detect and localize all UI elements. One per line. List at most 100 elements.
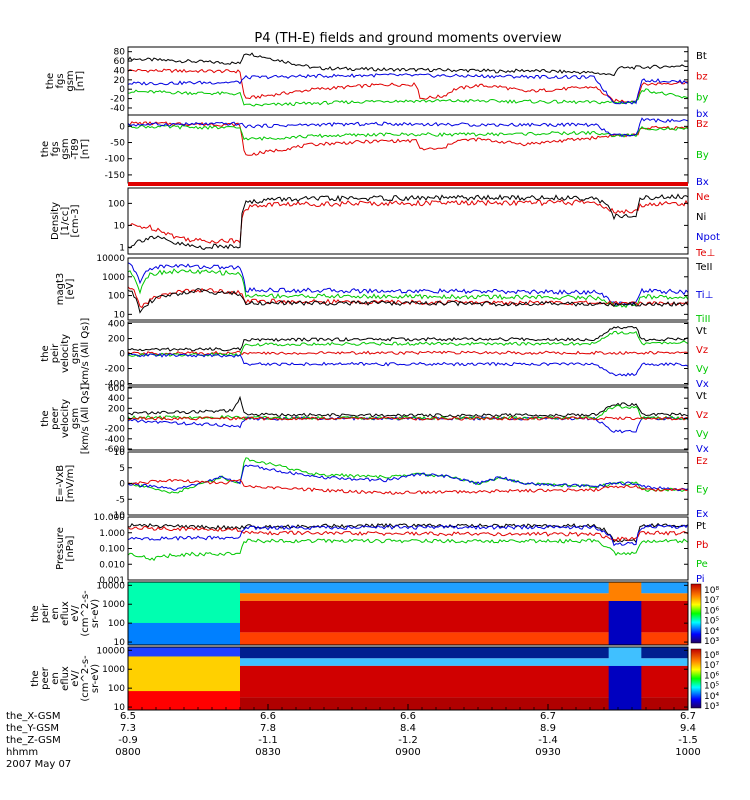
ylabel-line: the — [30, 605, 41, 621]
ephemeris-value: -1.4 — [538, 735, 558, 746]
spectro-region — [608, 665, 642, 710]
colorbar-label: 10⁵ — [704, 682, 719, 692]
panel-5: the peir velocity gsm [km/s (All Qs)] 400 200 0… — [40, 318, 709, 390]
ephemeris-value: -1.1 — [258, 735, 278, 746]
panel-ylabel: the peir velocity gsm [km/s (All Qs)] — [40, 318, 91, 390]
panel-frame — [127, 257, 689, 321]
ephemeris-value: -1.2 — [398, 735, 418, 746]
ytick-label: -20 — [110, 95, 125, 105]
ylabel-line: [eV] — [65, 279, 76, 300]
ytick-label: 0 — [119, 85, 125, 95]
yticks: 10 5 0 -5 -10 — [110, 448, 688, 521]
legend: Bt bz by bx — [696, 51, 708, 120]
ylabel-line: eflux — [60, 666, 71, 691]
panel-7: E=-VxB [mV/m] 10 5 0 -5 -10 Ez Ey Ex — [55, 448, 708, 521]
series-teii-line — [127, 287, 689, 314]
colorbar-label: 10⁷ — [704, 596, 719, 606]
ytick-label: -10 — [110, 511, 125, 521]
ytick-label: 0 — [119, 415, 125, 425]
panel-ylabel: Density [1/cc] [cm-3] — [50, 202, 81, 240]
colorbar-label: 10⁷ — [704, 661, 719, 671]
ylabel-line: en — [50, 672, 61, 685]
ylabel-line: peer — [50, 406, 61, 430]
ytick-label: 200 — [108, 335, 125, 345]
legend: Vt Vz Vy Vx — [696, 326, 709, 390]
panel-frame — [127, 581, 689, 646]
series-tiii-line — [127, 268, 689, 308]
series-ex-line — [127, 464, 689, 492]
ephemeris-value: 6.5 — [120, 711, 136, 722]
ylabel-line: gsm — [70, 408, 81, 429]
legend-vy: Vy — [696, 364, 709, 375]
legend-vt: Vt — [696, 326, 707, 337]
legend-vx: Vx — [696, 444, 709, 455]
spectro-region — [608, 582, 642, 601]
ylabel-line: [mV/m] — [65, 465, 76, 503]
panel-ylabel: the peir en eflux eV/(cm^2-s-sr-eV) — [30, 590, 101, 637]
ylabel-line: sr-eV) — [90, 599, 101, 628]
legend: Pt Pb Pe Pi — [696, 521, 708, 585]
ytick-label: 10 — [114, 310, 126, 320]
ylabel-line: peir — [50, 343, 61, 363]
legend-bz: Bz — [696, 119, 708, 130]
series-bz-line — [127, 121, 689, 156]
ylabel-line: the — [30, 670, 41, 686]
legend: Bz By Bx — [696, 119, 709, 188]
yticks: 10000 1000 100 10 — [96, 581, 688, 648]
ytick-label: -50 — [110, 139, 125, 149]
ytick-label: 100 — [108, 619, 125, 629]
legend: Ne Ni Npot Te⊥ — [695, 192, 720, 259]
legend-ey: Ey — [696, 485, 708, 496]
ephemeris-value: -0.9 — [118, 735, 138, 746]
ytick-label: 10000 — [96, 646, 125, 656]
ylabel-line: [1/cc] — [60, 207, 71, 236]
panel-10: the peer en eflux eV/(cm^2-s-sr-eV) 10⁸10⁷10⁶… — [30, 646, 719, 713]
ytick-label: -150 — [105, 171, 126, 181]
ylabel-line: Pressure — [55, 527, 66, 570]
ytick-label: -200 — [105, 425, 126, 435]
series-ez-line — [127, 478, 689, 495]
ytick-label: 100 — [108, 199, 125, 209]
ylabel-line: eV/ — [70, 670, 81, 687]
ylabel-line: eV/ — [70, 605, 81, 622]
ytick-label: 1000 — [102, 273, 125, 283]
ylabel-line: peir — [40, 603, 51, 623]
spectrogram — [128, 647, 688, 710]
figure-title: P4 (TH-E) fields and ground moments over… — [254, 31, 562, 46]
series-bz-line — [127, 68, 689, 104]
colorbar-label: 10⁸ — [704, 651, 719, 661]
yticks: 400 200 0 -200 -400 — [105, 320, 688, 390]
legend-bx: bx — [696, 109, 708, 120]
panel-ylabel: the peer velocity gsm [km/s (All Qs)] — [40, 383, 91, 455]
ylabel-line: velocity — [60, 334, 71, 373]
ytick-label: -40 — [110, 104, 125, 114]
ylabel-line: (cm^2-s- — [80, 655, 91, 702]
ytick-label: -400 — [105, 380, 126, 390]
panel-3: Density [1/cc] [cm-3] 100 10 1 Ne Ni Npot Te⊥ — [50, 182, 720, 259]
panel-frame — [127, 187, 689, 255]
ephemeris-value: 6.6 — [260, 711, 276, 722]
legend-ne: Ne — [696, 192, 710, 203]
ylabel-line: en — [50, 607, 61, 620]
series-vz-line — [127, 416, 689, 421]
spectro-region — [128, 691, 240, 710]
colorbar-label: 10⁵ — [704, 617, 719, 627]
ytick-label: -400 — [105, 435, 126, 445]
panel-4: magt3 [eV] 10000 1000 100 10 TeII Ti⊥ TiII — [55, 254, 713, 325]
ylabel-line: (cm^2-s- — [80, 590, 91, 637]
series-bx-line — [127, 117, 689, 138]
yticks: 10000 1000 100 10 — [96, 254, 688, 320]
legend: Vt Vz Vy Vx — [696, 391, 709, 455]
ephemeris-value: 8.4 — [400, 723, 416, 734]
series-pt-line — [127, 522, 689, 544]
ytick-label: 10 — [114, 638, 126, 648]
legend: Ez Ey Ex — [696, 456, 708, 520]
ephemeris-value: 9.4 — [680, 723, 696, 734]
ytick-label: 0 — [119, 350, 125, 360]
legend-vx: Vx — [696, 379, 709, 390]
time-tick-label: 0830 — [255, 747, 280, 758]
